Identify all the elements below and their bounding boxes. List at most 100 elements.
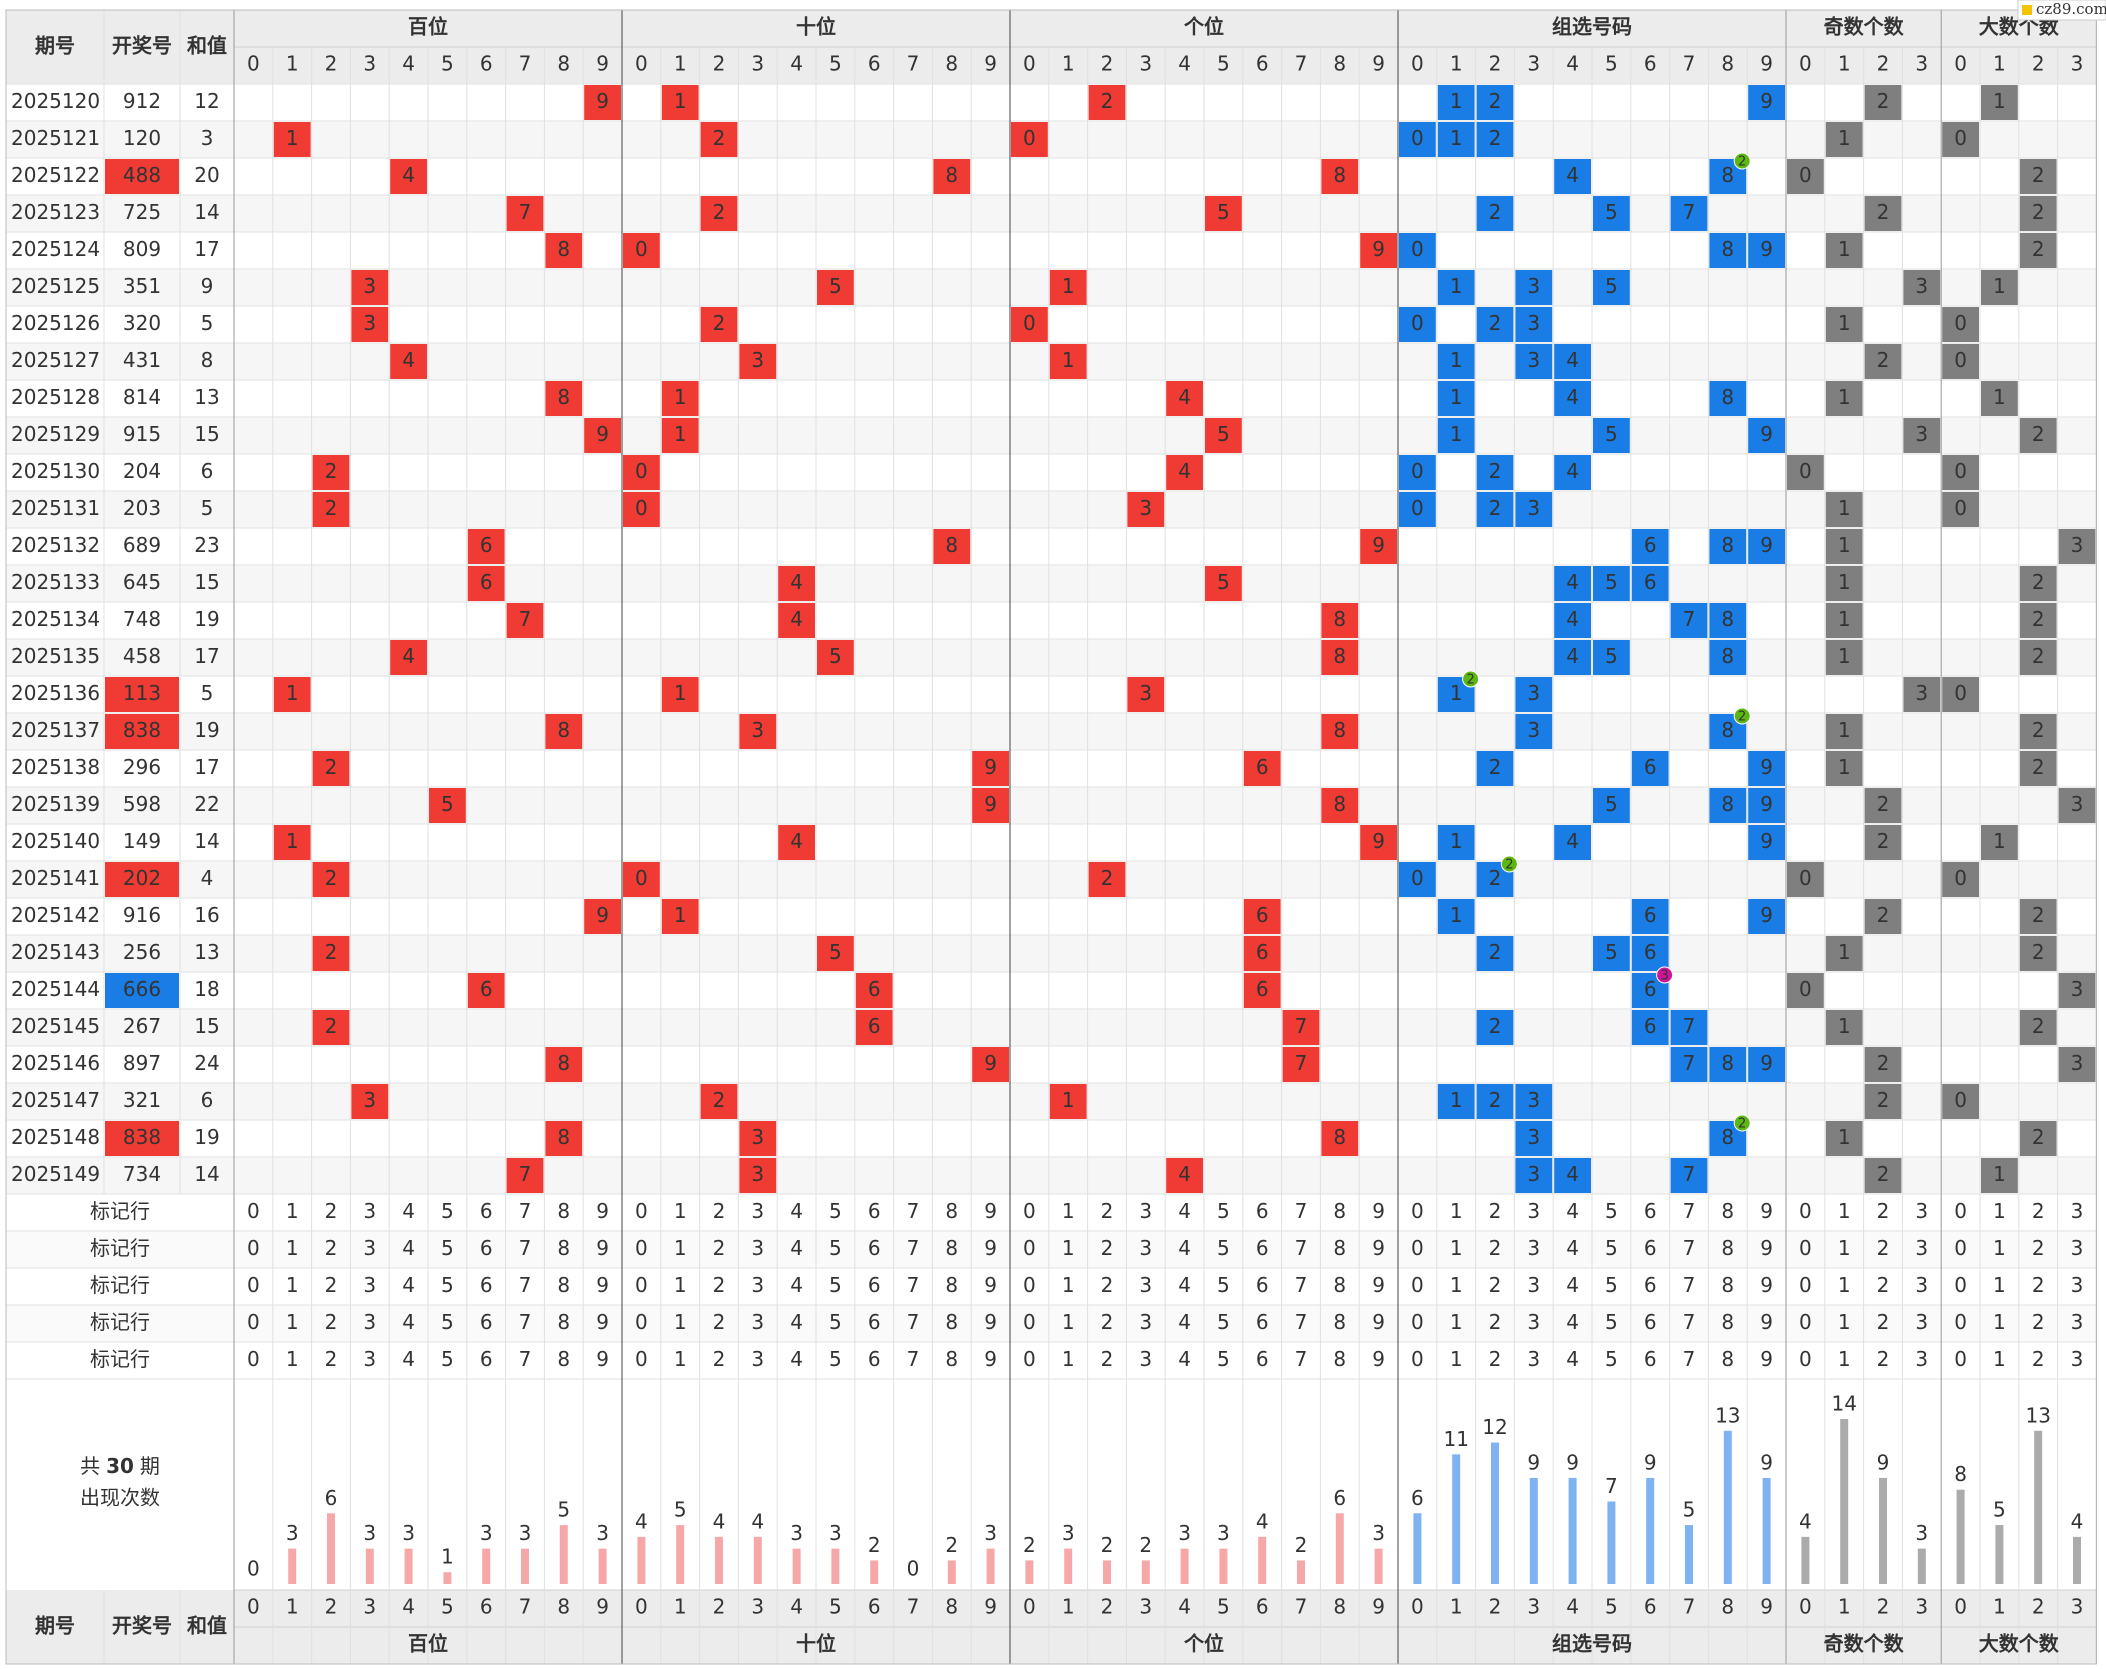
marker-digit[interactable]: 2 <box>1877 1347 1890 1371</box>
marker-digit[interactable]: 5 <box>1605 1273 1618 1297</box>
marker-digit[interactable]: 8 <box>557 1236 570 1260</box>
marker-digit[interactable]: 6 <box>1256 1310 1269 1334</box>
marker-digit[interactable]: 8 <box>1333 1347 1346 1371</box>
marker-digit[interactable]: 7 <box>1683 1273 1696 1297</box>
marker-digit[interactable]: 8 <box>557 1199 570 1223</box>
marker-digit[interactable]: 6 <box>868 1347 881 1371</box>
marker-digit[interactable]: 4 <box>790 1273 803 1297</box>
marker-digit[interactable]: 6 <box>480 1273 493 1297</box>
marker-digit[interactable]: 8 <box>1721 1310 1734 1334</box>
marker-digit[interactable]: 1 <box>1838 1310 1851 1334</box>
marker-digit[interactable]: 1 <box>1450 1310 1463 1334</box>
marker-digit[interactable]: 3 <box>2071 1199 2084 1223</box>
marker-digit[interactable]: 8 <box>1333 1310 1346 1334</box>
marker-digit[interactable]: 8 <box>1333 1273 1346 1297</box>
marker-digit[interactable]: 7 <box>1683 1310 1696 1334</box>
marker-digit[interactable]: 9 <box>596 1273 609 1297</box>
marker-digit[interactable]: 9 <box>1372 1273 1385 1297</box>
marker-digit[interactable]: 0 <box>635 1199 648 1223</box>
marker-digit[interactable]: 8 <box>945 1273 958 1297</box>
marker-digit[interactable]: 2 <box>1101 1347 1114 1371</box>
marker-digit[interactable]: 2 <box>325 1199 338 1223</box>
marker-digit[interactable]: 1 <box>286 1273 299 1297</box>
marker-digit[interactable]: 7 <box>1295 1236 1308 1260</box>
marker-digit[interactable]: 7 <box>519 1236 532 1260</box>
marker-digit[interactable]: 3 <box>1139 1199 1152 1223</box>
marker-digit[interactable]: 9 <box>1760 1199 1773 1223</box>
marker-digit[interactable]: 0 <box>1799 1310 1812 1334</box>
marker-digit[interactable]: 6 <box>1644 1273 1657 1297</box>
marker-digit[interactable]: 8 <box>945 1199 958 1223</box>
marker-digit[interactable]: 7 <box>519 1199 532 1223</box>
marker-digit[interactable]: 4 <box>1178 1199 1191 1223</box>
marker-digit[interactable]: 1 <box>1450 1199 1463 1223</box>
marker-digit[interactable]: 2 <box>325 1347 338 1371</box>
marker-digit[interactable]: 4 <box>790 1310 803 1334</box>
marker-digit[interactable]: 5 <box>1605 1236 1618 1260</box>
marker-digit[interactable]: 4 <box>1178 1310 1191 1334</box>
marker-digit[interactable]: 6 <box>1644 1236 1657 1260</box>
marker-digit[interactable]: 1 <box>286 1199 299 1223</box>
marker-digit[interactable]: 3 <box>1139 1273 1152 1297</box>
marker-digit[interactable]: 0 <box>1411 1310 1424 1334</box>
marker-digit[interactable]: 3 <box>1915 1347 1928 1371</box>
marker-digit[interactable]: 0 <box>1411 1236 1424 1260</box>
marker-digit[interactable]: 5 <box>829 1236 842 1260</box>
marker-digit[interactable]: 3 <box>363 1199 376 1223</box>
marker-digit[interactable]: 2 <box>713 1310 726 1334</box>
marker-digit[interactable]: 1 <box>674 1199 687 1223</box>
marker-digit[interactable]: 3 <box>1527 1310 1540 1334</box>
marker-digit[interactable]: 1 <box>1450 1273 1463 1297</box>
marker-digit[interactable]: 3 <box>363 1273 376 1297</box>
marker-digit[interactable]: 5 <box>1217 1199 1230 1223</box>
marker-digit[interactable]: 3 <box>363 1236 376 1260</box>
marker-digit[interactable]: 5 <box>1605 1347 1618 1371</box>
marker-digit[interactable]: 5 <box>1217 1236 1230 1260</box>
marker-digit[interactable]: 0 <box>635 1347 648 1371</box>
marker-digit[interactable]: 4 <box>1178 1347 1191 1371</box>
marker-digit[interactable]: 8 <box>1721 1199 1734 1223</box>
marker-digit[interactable]: 9 <box>984 1310 997 1334</box>
marker-digit[interactable]: 8 <box>557 1347 570 1371</box>
marker-digit[interactable]: 1 <box>674 1310 687 1334</box>
marker-digit[interactable]: 2 <box>1489 1273 1502 1297</box>
marker-digit[interactable]: 1 <box>674 1347 687 1371</box>
marker-digit[interactable]: 3 <box>751 1273 764 1297</box>
marker-digit[interactable]: 7 <box>907 1199 920 1223</box>
marker-digit[interactable]: 5 <box>829 1347 842 1371</box>
marker-digit[interactable]: 2 <box>1101 1310 1114 1334</box>
marker-digit[interactable]: 0 <box>635 1310 648 1334</box>
marker-digit[interactable]: 9 <box>1760 1273 1773 1297</box>
marker-digit[interactable]: 6 <box>1256 1199 1269 1223</box>
marker-digit[interactable]: 2 <box>1489 1236 1502 1260</box>
marker-digit[interactable]: 6 <box>1256 1273 1269 1297</box>
marker-digit[interactable]: 1 <box>1993 1347 2006 1371</box>
marker-digit[interactable]: 0 <box>1954 1273 1967 1297</box>
marker-digit[interactable]: 4 <box>402 1273 415 1297</box>
marker-digit[interactable]: 0 <box>635 1273 648 1297</box>
marker-digit[interactable]: 9 <box>984 1236 997 1260</box>
marker-digit[interactable]: 6 <box>480 1199 493 1223</box>
marker-digit[interactable]: 5 <box>441 1273 454 1297</box>
marker-digit[interactable]: 5 <box>829 1310 842 1334</box>
marker-digit[interactable]: 6 <box>480 1236 493 1260</box>
marker-digit[interactable]: 6 <box>480 1310 493 1334</box>
marker-digit[interactable]: 7 <box>519 1310 532 1334</box>
marker-digit[interactable]: 0 <box>1954 1347 1967 1371</box>
marker-digit[interactable]: 2 <box>1101 1199 1114 1223</box>
marker-digit[interactable]: 9 <box>984 1273 997 1297</box>
marker-digit[interactable]: 3 <box>751 1199 764 1223</box>
marker-digit[interactable]: 0 <box>1411 1273 1424 1297</box>
marker-digit[interactable]: 8 <box>557 1310 570 1334</box>
marker-digit[interactable]: 5 <box>441 1310 454 1334</box>
marker-digit[interactable]: 9 <box>596 1310 609 1334</box>
marker-digit[interactable]: 0 <box>1799 1273 1812 1297</box>
marker-digit[interactable]: 4 <box>402 1347 415 1371</box>
marker-digit[interactable]: 7 <box>1683 1347 1696 1371</box>
marker-digit[interactable]: 8 <box>945 1236 958 1260</box>
marker-digit[interactable]: 9 <box>1372 1310 1385 1334</box>
marker-digit[interactable]: 2 <box>713 1347 726 1371</box>
marker-digit[interactable]: 9 <box>596 1347 609 1371</box>
marker-digit[interactable]: 1 <box>1993 1273 2006 1297</box>
marker-digit[interactable]: 7 <box>1683 1236 1696 1260</box>
